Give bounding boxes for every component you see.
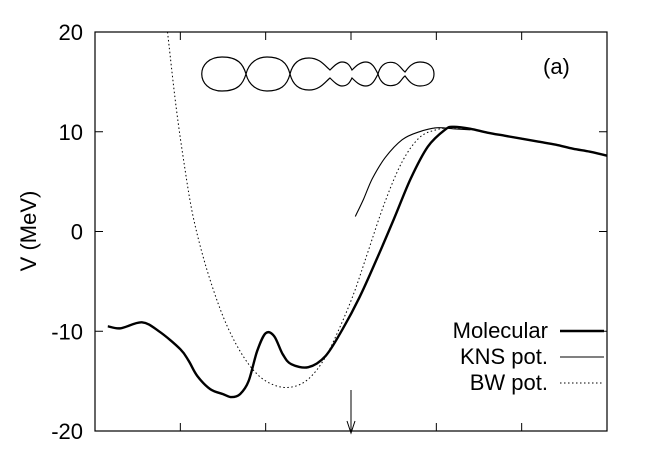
- arrow-head: [346, 420, 356, 435]
- arrow-marker: [346, 390, 356, 435]
- legend-label-molecular: Molecular: [453, 318, 548, 343]
- y-tick-label: 10: [59, 120, 83, 145]
- series-lines: [107, 31, 608, 399]
- series-line-kns-pot: [354, 127, 471, 217]
- molecular-shape-diagram: [201, 56, 435, 92]
- series-line-molecular: [107, 125, 608, 399]
- y-tick-label: -20: [51, 419, 83, 444]
- y-axis-label: V (MeV): [16, 191, 41, 272]
- legend-label-bw: BW pot.: [470, 370, 548, 395]
- y-tick-labels: -20 -10 0 10 20: [51, 20, 83, 444]
- panel-label: (a): [543, 54, 570, 79]
- y-tick-label: 0: [71, 220, 83, 245]
- y-tick-label: 20: [59, 20, 83, 45]
- legend-label-kns: KNS pot.: [460, 344, 548, 369]
- legend: Molecular KNS pot. BW pot.: [453, 318, 604, 395]
- y-tick-label: -10: [51, 319, 83, 344]
